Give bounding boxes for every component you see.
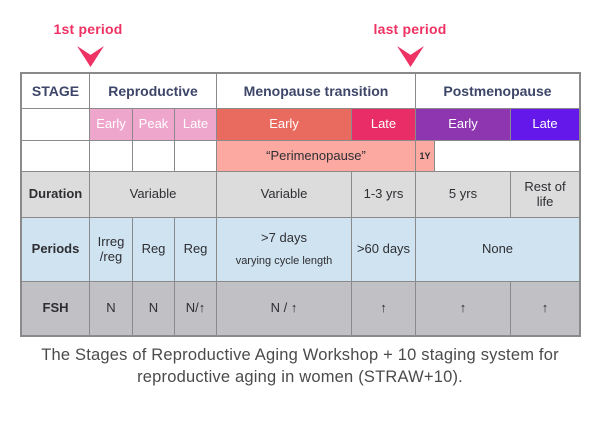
periods-row-label: Periods bbox=[22, 218, 90, 282]
duration-mt-late-cell: 1-3 yrs bbox=[352, 172, 416, 218]
fsh-pm-late-cell: ↑ bbox=[511, 282, 579, 335]
one-year-cell: 1Y bbox=[416, 141, 435, 171]
fsh-repro-late-cell: N/↑ bbox=[175, 282, 217, 335]
straw-staging-table: STAGE Reproductive Menopause transition … bbox=[20, 72, 581, 337]
reproductive-header: Reproductive bbox=[90, 74, 217, 109]
stage-column-header: STAGE bbox=[22, 74, 90, 109]
duration-mt-early-cell: Variable bbox=[217, 172, 352, 218]
periods-postmenopause-cell: None bbox=[416, 218, 579, 282]
fsh-repro-peak-cell: N bbox=[133, 282, 175, 335]
repro-peak-stage-cell: Peak bbox=[133, 109, 175, 141]
peri-row-blank-cell bbox=[133, 141, 175, 172]
first-period-arrow-icon bbox=[77, 46, 104, 67]
duration-row-label: Duration bbox=[22, 172, 90, 218]
repro-early-stage-cell: Early bbox=[90, 109, 133, 141]
peri-row-blank-cell bbox=[90, 141, 133, 172]
last-period-label: last period bbox=[373, 21, 447, 37]
peri-row-postmenopause-cell: 1Y bbox=[416, 141, 579, 172]
pm-early-stage-cell: Early bbox=[416, 109, 511, 141]
mt-late-stage-cell: Late bbox=[352, 109, 416, 141]
pm-late-stage-cell: Late bbox=[511, 109, 579, 141]
periods-mt-late-cell: >60 days bbox=[352, 218, 416, 282]
periods-mt-early-cell: >7 days varying cycle length bbox=[217, 218, 352, 282]
repro-late-stage-cell: Late bbox=[175, 109, 217, 141]
duration-reproductive-cell: Variable bbox=[90, 172, 217, 218]
fsh-repro-early-cell: N bbox=[90, 282, 133, 335]
menopause-transition-header: Menopause transition bbox=[217, 74, 416, 109]
perimenopause-cell: “Perimenopause” bbox=[217, 141, 416, 172]
fsh-mt-late-cell: ↑ bbox=[352, 282, 416, 335]
stage-row-blank-cell bbox=[22, 109, 90, 141]
duration-pm-late-cell: Rest of life bbox=[511, 172, 579, 218]
postmenopause-header: Postmenopause bbox=[416, 74, 579, 109]
duration-pm-early-cell: 5 yrs bbox=[416, 172, 511, 218]
fsh-row-label: FSH bbox=[22, 282, 90, 335]
periods-repro-peak-cell: Reg bbox=[133, 218, 175, 282]
peri-row-blank-cell bbox=[175, 141, 217, 172]
periods-mt-early-value: >7 days bbox=[261, 230, 307, 246]
figure-caption-text: The Stages of Reproductive Aging Worksho… bbox=[41, 346, 559, 387]
fsh-mt-early-cell: N / ↑ bbox=[217, 282, 352, 335]
peri-row-blank-cell bbox=[22, 141, 90, 172]
fsh-pm-early-cell: ↑ bbox=[416, 282, 511, 335]
figure-caption: The Stages of Reproductive Aging Worksho… bbox=[0, 344, 600, 389]
last-period-arrow-icon bbox=[397, 46, 424, 67]
periods-cycle-length-note: varying cycle length bbox=[235, 255, 333, 268]
periods-repro-early-cell: Irreg /reg bbox=[90, 218, 133, 282]
first-period-label: 1st period bbox=[53, 21, 123, 37]
periods-repro-late-cell: Reg bbox=[175, 218, 217, 282]
mt-early-stage-cell: Early bbox=[217, 109, 352, 141]
